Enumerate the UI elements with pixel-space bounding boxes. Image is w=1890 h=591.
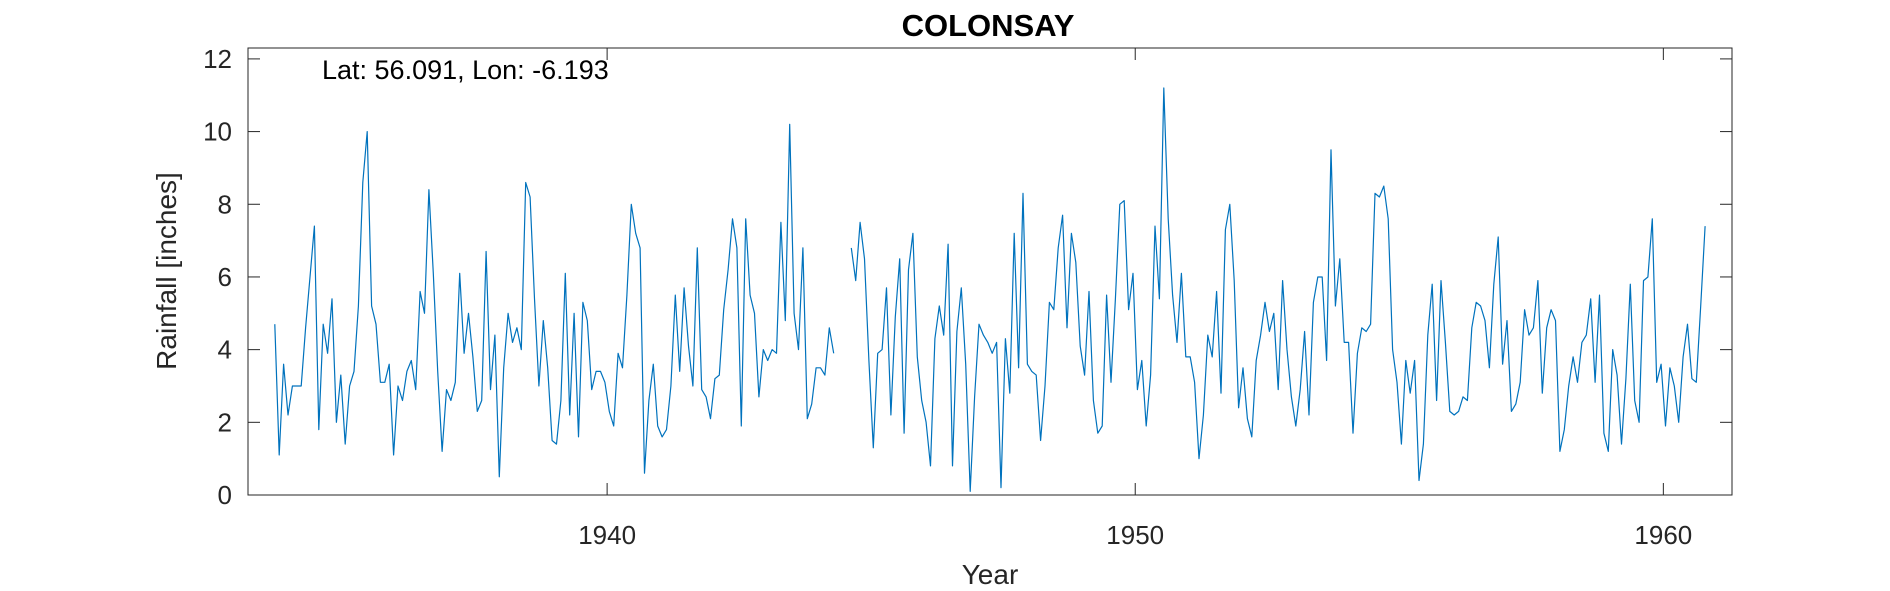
chart-title: COLONSAY (902, 8, 1075, 43)
x-tick-label: 1950 (1106, 520, 1164, 550)
rainfall-series-line (274, 123, 835, 478)
y-axis-label: Rainfall [inches] (151, 172, 182, 370)
x-tick-label: 1960 (1634, 520, 1692, 550)
y-tick-label: 0 (218, 480, 232, 510)
plot-area (248, 48, 1732, 495)
x-axis-label: Year (962, 559, 1019, 590)
station-coordinates-annotation: Lat: 56.091, Lon: -6.193 (322, 55, 609, 85)
plot-box (247, 47, 1733, 496)
x-tick-label: 1940 (578, 520, 636, 550)
axis-ticks: 0 2 4 6 8 10 12 1940 1950 1960 (203, 44, 1732, 550)
y-tick-label: 12 (203, 44, 232, 74)
y-tick-label: 4 (218, 335, 232, 365)
y-tick-label: 6 (218, 262, 232, 292)
y-tick-label: 10 (203, 117, 232, 147)
y-tick-label: 8 (218, 189, 232, 219)
rainfall-series-line-segment (850, 87, 1706, 492)
y-tick-label: 2 (218, 407, 232, 437)
